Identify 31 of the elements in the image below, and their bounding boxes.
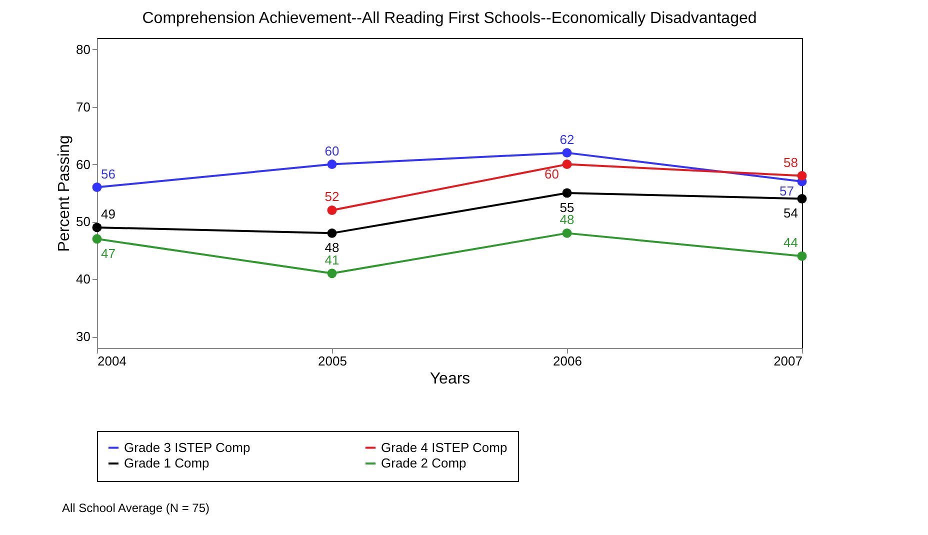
x-axis-title: Years bbox=[430, 370, 470, 388]
data-label: 49 bbox=[101, 206, 116, 222]
y-tick-label: 60 bbox=[76, 156, 90, 172]
text: All School Average (N = 75) bbox=[62, 501, 210, 515]
data-label: 54 bbox=[784, 206, 798, 221]
x-tick-label: 2005 bbox=[318, 354, 347, 368]
data-label: 47 bbox=[101, 246, 116, 261]
chart-title: Comprehension Achievement--All Reading First Schools--Economically Disadvantaged bbox=[142, 10, 757, 27]
y-tick-label: 30 bbox=[76, 329, 90, 344]
data-label: 62 bbox=[560, 132, 574, 147]
legend-label: Grade 2 Comp bbox=[381, 456, 466, 470]
data-label: 56 bbox=[101, 166, 116, 182]
legend-label: Grade 1 Comp bbox=[124, 456, 210, 470]
y-tick-label: 50 bbox=[76, 214, 90, 230]
y-axis-title: Percent Passing bbox=[56, 135, 74, 252]
legend-label: Grade 4 ISTEP Comp bbox=[381, 440, 508, 455]
data-label: 60 bbox=[544, 166, 559, 182]
data-label: 58 bbox=[784, 154, 798, 170]
legend-label: Grade 3 ISTEP Comp bbox=[124, 440, 250, 455]
data-label: 57 bbox=[780, 184, 794, 199]
data-label: 55 bbox=[560, 200, 574, 215]
data-label: 60 bbox=[324, 143, 340, 158]
y-tick-label: 80 bbox=[76, 42, 90, 57]
data-label: 44 bbox=[784, 235, 798, 250]
data-label: 48 bbox=[560, 212, 574, 228]
x-tick-label: 2004 bbox=[98, 354, 126, 368]
y-tick-label: 40 bbox=[76, 272, 90, 287]
data-label: 52 bbox=[324, 189, 340, 204]
x-tick-label: 2007 bbox=[774, 354, 802, 368]
x-tick-label: 2006 bbox=[553, 354, 582, 368]
y-tick-label: 70 bbox=[76, 99, 90, 114]
